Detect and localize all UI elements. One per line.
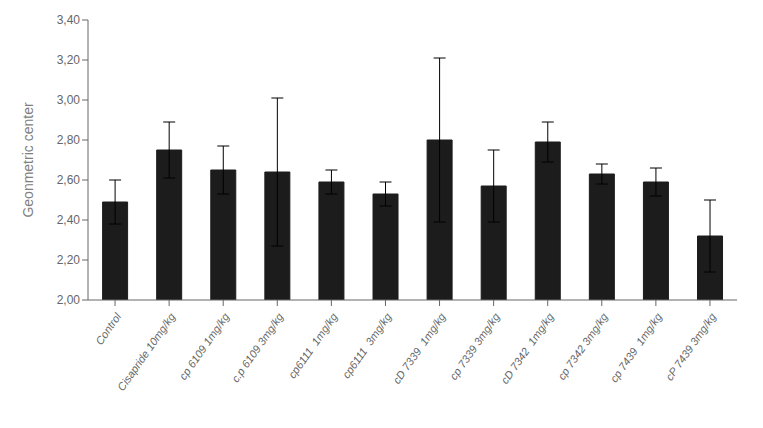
svg-text:3,00: 3,00 [57, 93, 81, 107]
svg-text:2,00: 2,00 [57, 293, 81, 307]
svg-text:cD 7339 1mg/kg: cD 7339 1mg/kg [390, 310, 448, 386]
svg-text:cp6111 1mg/kg: cp6111 1mg/kg [286, 310, 340, 380]
svg-text:2,60: 2,60 [57, 173, 81, 187]
svg-text:cp 7339 3mg/kg: cp 7339 3mg/kg [447, 310, 502, 382]
svg-text:Geonmetric center: Geonmetric center [20, 102, 36, 217]
svg-text:cp 7439 1mg/kg: cp 7439 1mg/kg [608, 310, 665, 384]
svg-text:cp 6109 1mg/kg: cp 6109 1mg/kg [177, 310, 232, 382]
svg-text:2,40: 2,40 [57, 213, 81, 227]
svg-text:cp 7342 3mg/kg: cp 7342 3mg/kg [555, 310, 610, 382]
svg-text:Cisapride 10mg/kg: Cisapride 10mg/kg [115, 310, 178, 393]
svg-text:cp6111 3mg/kg: cp6111 3mg/kg [340, 310, 394, 380]
svg-text:c.p 6109 3mg/kg: c.p 6109 3mg/kg [229, 310, 286, 384]
svg-text:cD 7342 1mg/kg: cD 7342 1mg/kg [498, 310, 556, 386]
svg-text:Control: Control [93, 310, 123, 346]
svg-text:cP 7439 3mg/kg: cP 7439 3mg/kg [663, 310, 719, 382]
svg-text:3,20: 3,20 [57, 53, 81, 67]
svg-text:2,20: 2,20 [57, 253, 81, 267]
svg-text:2,80: 2,80 [57, 133, 81, 147]
svg-text:3,40: 3,40 [57, 13, 81, 27]
